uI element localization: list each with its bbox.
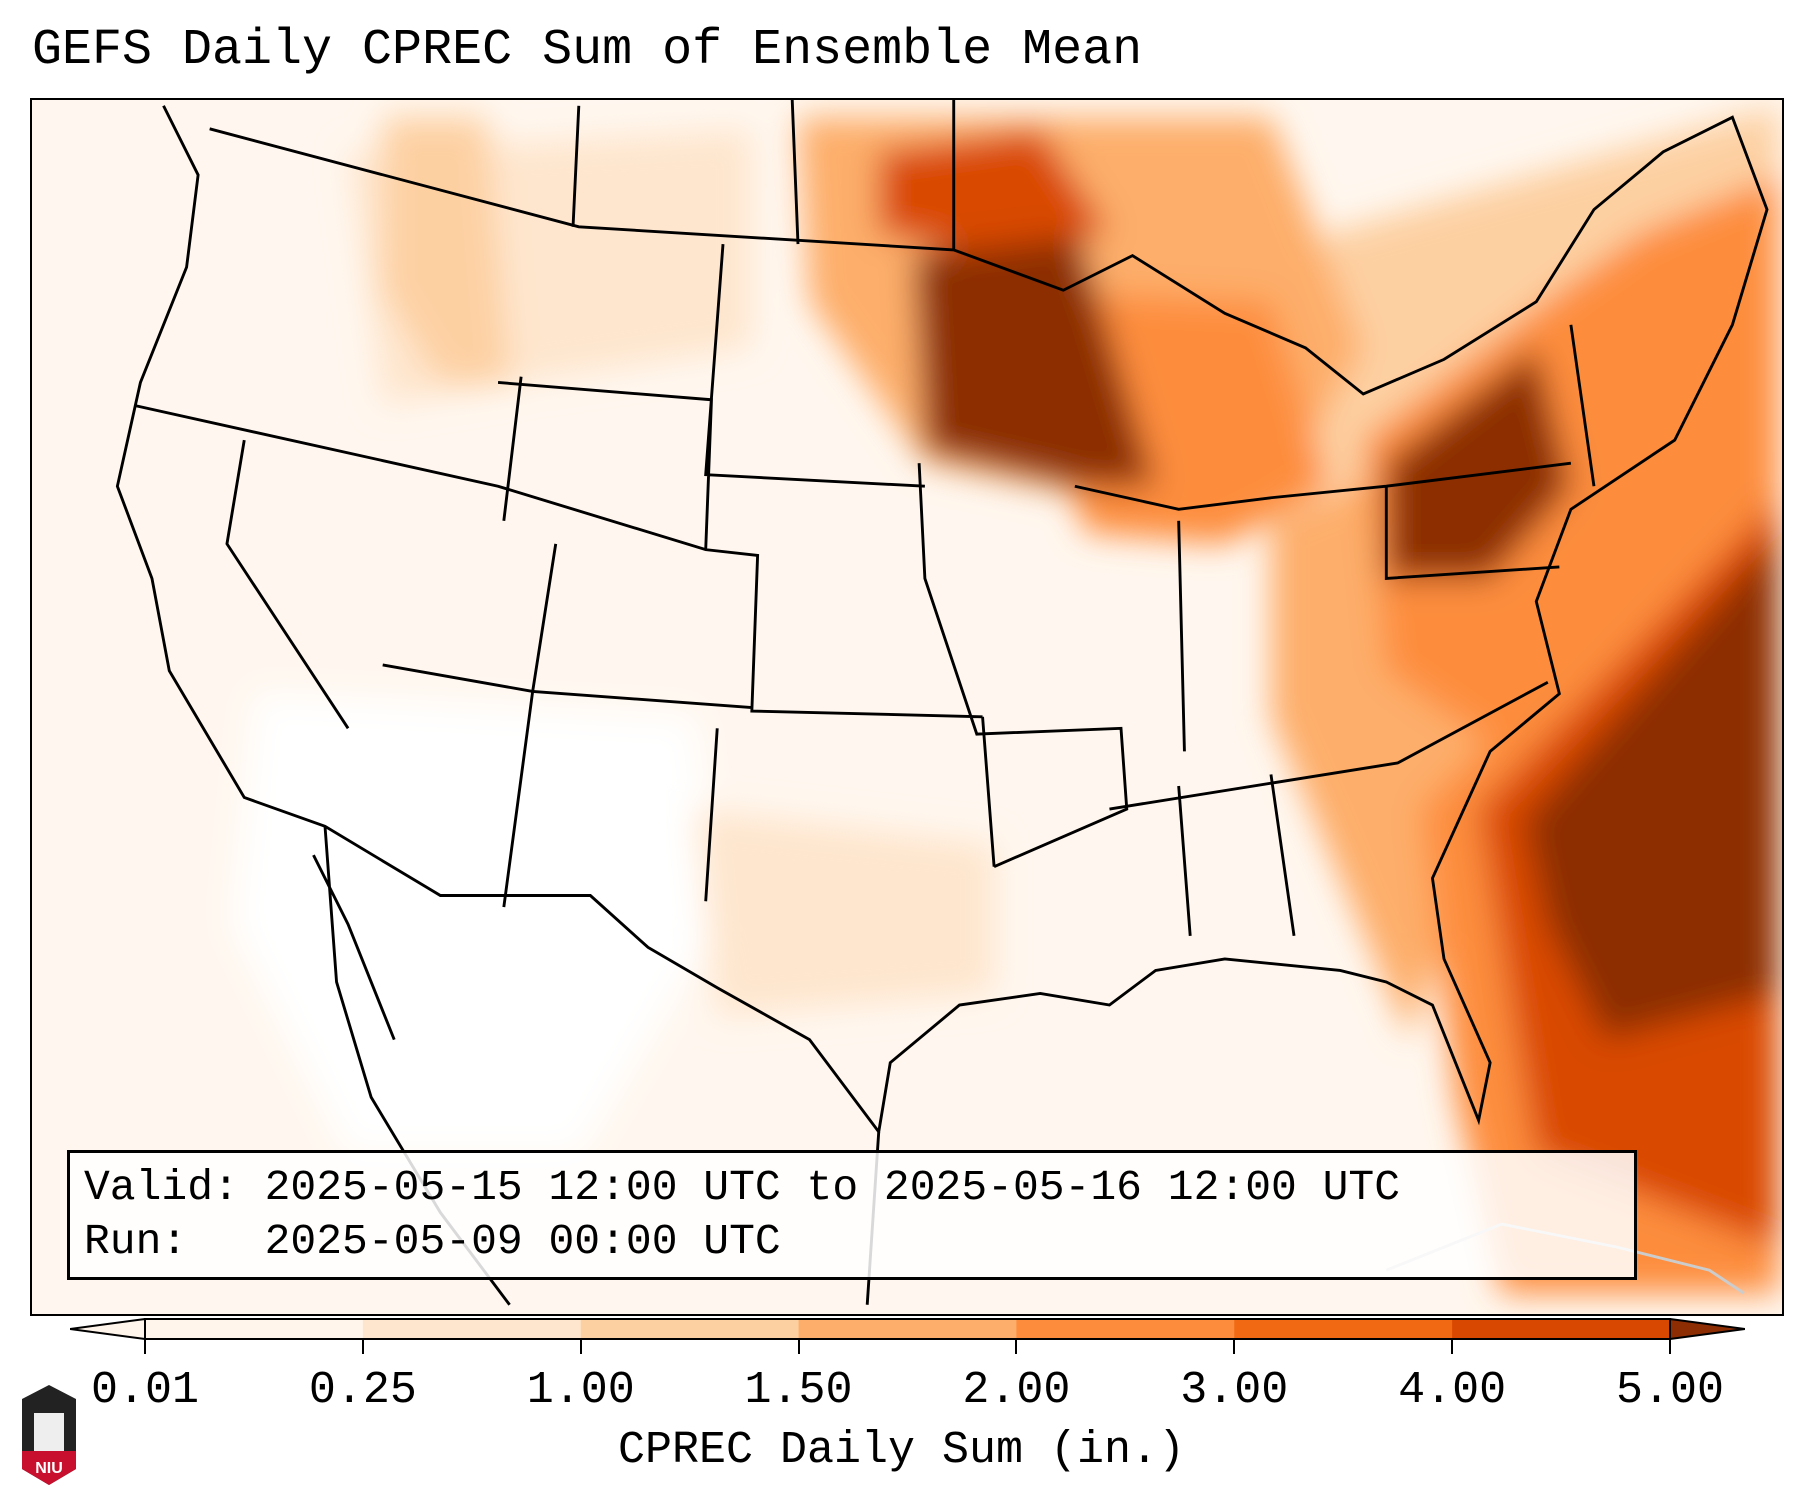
colorbar-segment (580, 1319, 800, 1339)
colorbar-tick (1669, 1340, 1671, 1354)
colorbar-tick-label: 3.00 (1180, 1365, 1289, 1416)
colorbar-label: CPREC Daily Sum (in.) (617, 1425, 1186, 1476)
valid-time-text: Valid: 2025-05-15 12:00 UTC to 2025-05-1… (84, 1163, 1401, 1212)
colorbar-segment (1234, 1319, 1453, 1339)
colorbar-tick-label: 5.00 (1615, 1365, 1725, 1416)
colorbar-tick (1451, 1340, 1454, 1354)
colorbar-segment (1452, 1319, 1671, 1339)
colorbar-tick (1015, 1340, 1018, 1354)
map-canvas (115, 100, 1779, 1306)
colorbar-segment (145, 1319, 364, 1339)
colorbar-tick-label: 0.25 (308, 1365, 417, 1416)
colorbar-tick (579, 1340, 582, 1354)
map-title: GEFS Daily CPREC Sum of Ensemble Mean (32, 22, 1143, 79)
svg-text:NIU: NIU (35, 1460, 63, 1477)
colorbar-tick-label: 0.01 (90, 1365, 200, 1416)
colorbar-tick (797, 1340, 800, 1354)
precipitation-map (30, 98, 1784, 1316)
colorbar-tick-label: 4.00 (1398, 1365, 1507, 1416)
colorbar-tick (1233, 1340, 1236, 1354)
colorbar-tick (144, 1340, 146, 1354)
state-lines (134, 100, 1596, 937)
colorbar-segment (362, 1319, 582, 1339)
colorbar-tick-label: 1.50 (744, 1365, 853, 1416)
valid-run-info-box: Valid: 2025-05-15 12:00 UTC to 2025-05-1… (67, 1150, 1637, 1280)
colorbar-segment (1016, 1319, 1235, 1339)
colorbar (70, 1318, 1745, 1340)
colorbar-tick-label: 1.00 (526, 1365, 635, 1416)
colorbar-segment (798, 1319, 1017, 1339)
colorbar-tick-label: 2.00 (962, 1365, 1071, 1416)
colorbar-tick (361, 1340, 364, 1354)
colorbar-over-triangle (1669, 1318, 1745, 1340)
us-outline (115, 105, 1769, 1136)
niu-logo: NIU (22, 1385, 76, 1485)
precip-field (232, 105, 1779, 1294)
colorbar-under-triangle (70, 1318, 146, 1340)
run-time-text: Run: 2025-05-09 00:00 UTC (84, 1217, 781, 1266)
